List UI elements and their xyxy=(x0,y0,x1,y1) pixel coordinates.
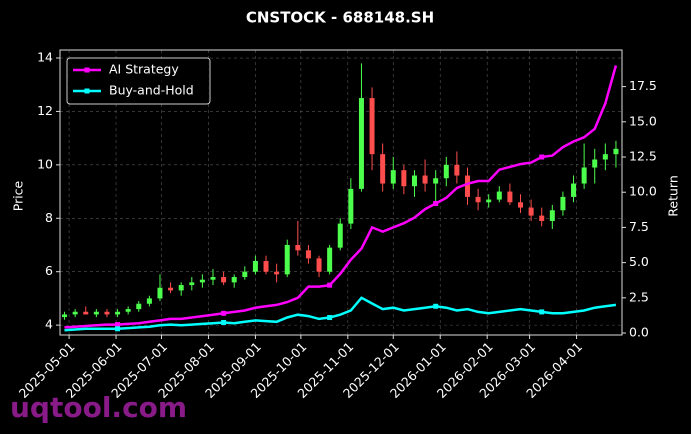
line-marker xyxy=(433,200,439,206)
candle-body xyxy=(443,164,449,179)
candle-body xyxy=(401,170,407,187)
candle-body xyxy=(348,188,354,224)
legend-label: AI Strategy xyxy=(109,62,179,77)
y2-axis-label: Return xyxy=(666,175,681,216)
y2-tick-label: 17.5 xyxy=(629,78,657,93)
candle-body xyxy=(146,298,152,304)
candle-body xyxy=(295,244,301,251)
legend-marker xyxy=(84,67,90,73)
y-tick-label: 4 xyxy=(45,317,53,332)
candle-body xyxy=(602,154,608,160)
y2-tick-label: 2.5 xyxy=(629,289,649,304)
candle-body xyxy=(507,191,513,203)
candle-body xyxy=(528,207,534,216)
candle-body xyxy=(168,287,174,291)
chart-title: CNSTOCK - 688148.SH xyxy=(246,9,434,27)
candle-body xyxy=(337,223,343,248)
line-marker xyxy=(221,319,227,325)
candle-body xyxy=(571,183,577,197)
line-marker xyxy=(539,154,545,160)
y-axis-label: Price xyxy=(11,180,26,211)
candle-body xyxy=(539,215,545,221)
candle-body xyxy=(454,164,460,176)
candle-body xyxy=(136,303,142,310)
candle-body xyxy=(242,271,248,278)
y2-tick-label: 15.0 xyxy=(629,113,657,128)
y2-tick-label: 7.5 xyxy=(629,219,649,234)
candle-body xyxy=(464,175,470,197)
y-tick-label: 6 xyxy=(45,263,53,278)
candle-body xyxy=(592,159,598,168)
candle-body xyxy=(380,154,386,184)
candle-body xyxy=(83,311,89,315)
y2-tick-label: 10.0 xyxy=(629,184,657,199)
line-marker xyxy=(115,322,121,328)
return-line xyxy=(64,65,618,329)
line-marker xyxy=(327,282,333,288)
candle-body xyxy=(210,277,216,280)
watermark: uqtool.com xyxy=(10,391,187,424)
axes-frame xyxy=(59,49,623,336)
candle-body xyxy=(390,170,396,184)
candle-body xyxy=(284,244,290,275)
y-tick-label: 8 xyxy=(45,210,53,225)
candle-body xyxy=(189,282,195,286)
y-tick-label: 10 xyxy=(37,156,53,171)
candle-body xyxy=(221,277,227,283)
candle-body xyxy=(252,261,258,272)
candle-body xyxy=(125,309,131,312)
candle-body xyxy=(327,247,333,272)
candle-body xyxy=(274,271,280,275)
candle-body xyxy=(358,98,364,189)
candle-body xyxy=(518,202,524,208)
candle-body xyxy=(411,175,417,187)
y2-tick-label: 5.0 xyxy=(629,254,649,269)
candle-body xyxy=(475,196,481,203)
y-tick-label: 14 xyxy=(37,50,53,65)
legend-label: Buy-and-Hold xyxy=(109,83,194,98)
candle-body xyxy=(104,311,110,315)
candle-body xyxy=(549,210,555,221)
line-marker xyxy=(221,310,227,316)
candle-body xyxy=(486,199,492,203)
line-marker xyxy=(327,315,333,321)
candle-body xyxy=(157,287,163,299)
line-marker xyxy=(539,309,545,315)
candle-body xyxy=(305,250,311,259)
candle-body xyxy=(199,279,205,283)
candle-body xyxy=(316,258,322,272)
candle-body xyxy=(72,311,78,315)
legend-box xyxy=(66,57,211,105)
candle-body xyxy=(93,311,99,315)
candle-body xyxy=(433,178,439,184)
candle-body xyxy=(613,148,619,155)
y-tick-label: 12 xyxy=(37,103,53,118)
candle-body xyxy=(263,261,269,272)
candle-body xyxy=(422,175,428,184)
line-marker xyxy=(115,326,121,332)
legend-marker xyxy=(84,88,90,94)
candle-body xyxy=(560,196,566,211)
candle-body xyxy=(581,167,587,184)
y2-tick-label: 0.0 xyxy=(629,325,649,340)
candle-body xyxy=(62,314,68,318)
candle-body xyxy=(496,191,502,200)
return-line xyxy=(64,296,617,332)
candle-body xyxy=(369,98,375,155)
candle-body xyxy=(178,285,184,291)
candle-body xyxy=(115,311,121,315)
line-marker xyxy=(433,303,439,309)
y2-tick-label: 12.5 xyxy=(629,149,657,164)
candle-body xyxy=(231,277,237,283)
